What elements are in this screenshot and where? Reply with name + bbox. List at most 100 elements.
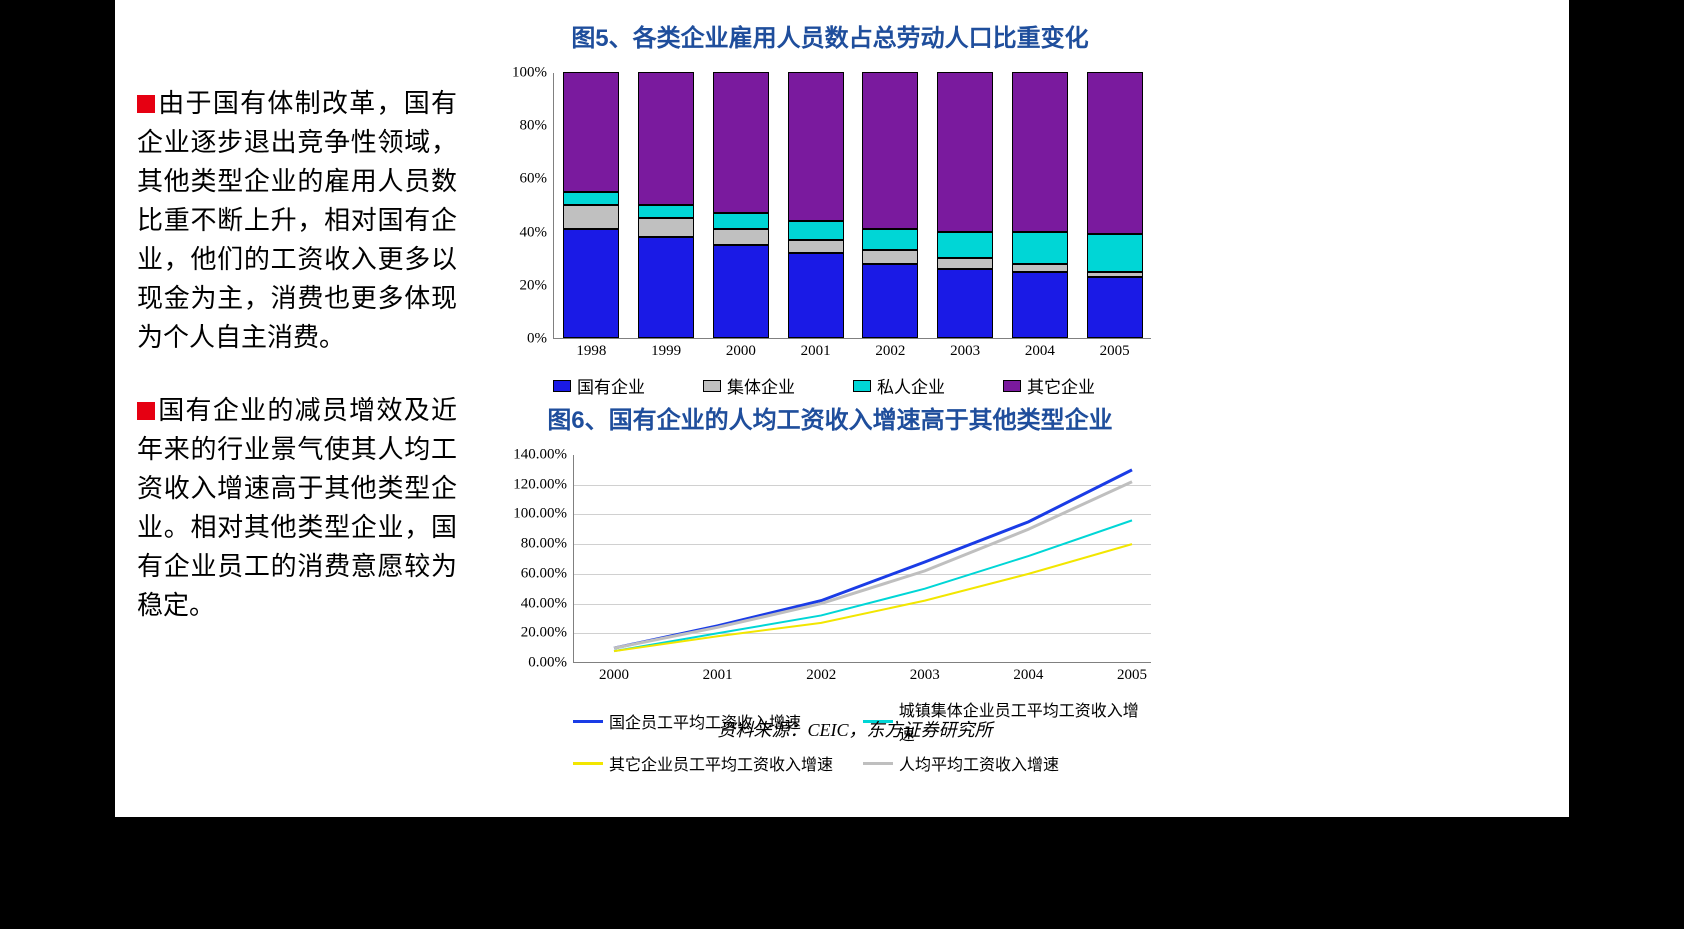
- chart5-segment: [937, 258, 993, 269]
- chart5-segment: [638, 237, 694, 338]
- chart5-xtick: 1999: [651, 343, 681, 360]
- chart5-xtick: 1998: [576, 343, 606, 360]
- chart5-segment: [862, 264, 918, 338]
- paragraph-2: 国有企业的减员增效及近年来的行业景气使其人均工资收入增速高于其他类型企业。相对其…: [137, 391, 457, 625]
- chart5-segment: [937, 269, 993, 338]
- paragraph-1-text: 由于国有体制改革，国有企业逐步退出竞争性领域，其他类型企业的雇用人员数比重不断上…: [137, 89, 457, 352]
- chart6-series-line: [614, 470, 1132, 648]
- legend-label: 集体企业: [727, 373, 795, 398]
- chart6-legend-item: 其它企业员工平均工资收入增速: [573, 751, 863, 775]
- chart6-xtick: 2005: [1117, 667, 1147, 684]
- chart5-bar: [937, 72, 993, 338]
- chart5-segment: [862, 72, 918, 229]
- legend-swatch: [853, 380, 871, 392]
- chart6-ytick: 0.00%: [485, 655, 567, 672]
- legend-label: 国有企业: [577, 373, 645, 398]
- legend-swatch: [1003, 380, 1021, 392]
- chart5-bar: [713, 72, 769, 338]
- chart5-segment: [862, 229, 918, 250]
- legend-label: 人均平均工资收入增速: [899, 751, 1059, 775]
- chart5-ytick: 100%: [485, 65, 547, 82]
- chart5-segment: [638, 72, 694, 205]
- chart6-ytick: 100.00%: [485, 506, 567, 523]
- chart5-bar: [563, 72, 619, 338]
- chart5-bar: [638, 72, 694, 338]
- chart5-segment: [563, 72, 619, 192]
- chart5-segment: [937, 232, 993, 259]
- chart6-title: 图6、国有企业的人均工资收入增速高于其他类型企业: [485, 400, 1175, 435]
- chart5-bar: [1087, 72, 1143, 338]
- chart5-legend: 国有企业 集体企业 私人企业 其它企业: [553, 373, 1153, 398]
- chart5-ytick: 60%: [485, 171, 547, 188]
- chart5-bar: [1012, 72, 1068, 338]
- chart6-xtick: 2004: [1013, 667, 1043, 684]
- chart5-ytick: 20%: [485, 277, 547, 294]
- legend-label: 其它企业员工平均工资收入增速: [609, 751, 833, 775]
- chart6-lines: [574, 455, 1152, 663]
- chart5-segment: [937, 72, 993, 232]
- chart5-legend-item: 私人企业: [853, 373, 1003, 398]
- chart5-legend-item: 国有企业: [553, 373, 703, 398]
- chart6-ytick: 60.00%: [485, 565, 567, 582]
- chart5-axis: 19981999200020012002200320042005: [553, 73, 1151, 339]
- chart5-segment: [788, 221, 844, 240]
- chart6-series-line: [614, 482, 1132, 648]
- legend-line-swatch: [863, 762, 893, 765]
- chart5-segment: [713, 245, 769, 338]
- chart6: 图6、国有企业的人均工资收入增速高于其他类型企业 200020012002200…: [485, 400, 1175, 687]
- chart5-segment: [563, 229, 619, 338]
- chart5: 图5、各类企业雇用人员数占总劳动人口比重变化 19981999200020012…: [485, 18, 1175, 353]
- chart5-ytick: 80%: [485, 118, 547, 135]
- chart6-ytick: 120.00%: [485, 476, 567, 493]
- chart6-plot: 200020012002200320042005 国企员工平均工资收入增速城镇集…: [485, 447, 1175, 687]
- chart5-xtick: 2005: [1100, 343, 1130, 360]
- chart6-ytick: 80.00%: [485, 536, 567, 553]
- chart5-segment: [1012, 72, 1068, 232]
- chart5-segment: [788, 72, 844, 221]
- bullet-icon: [137, 95, 155, 113]
- chart5-bar: [788, 72, 844, 338]
- chart5-segment: [1012, 264, 1068, 272]
- chart5-ytick: 0%: [485, 331, 547, 348]
- chart6-xtick: 2001: [703, 667, 733, 684]
- chart5-segment: [563, 192, 619, 205]
- chart5-segment: [1087, 72, 1143, 234]
- paragraph-1: 由于国有体制改革，国有企业逐步退出竞争性领域，其他类型企业的雇用人员数比重不断上…: [137, 84, 457, 357]
- chart6-legend-item: 人均平均工资收入增速: [863, 751, 1153, 775]
- paragraph-2-text: 国有企业的减员增效及近年来的行业景气使其人均工资收入增速高于其他类型企业。相对其…: [137, 396, 457, 620]
- chart6-xtick: 2000: [599, 667, 629, 684]
- chart5-segment: [788, 253, 844, 338]
- chart5-plot: 19981999200020012002200320042005 国有企业集体企…: [485, 63, 1175, 353]
- chart6-series-line: [614, 544, 1132, 651]
- chart5-segment: [788, 240, 844, 253]
- bullet-icon: [137, 402, 155, 420]
- chart5-xtick: 2000: [726, 343, 756, 360]
- slide: 由于国有体制改革，国有企业逐步退出竞争性领域，其他类型企业的雇用人员数比重不断上…: [115, 0, 1569, 817]
- chart6-ytick: 20.00%: [485, 625, 567, 642]
- chart5-legend-item: 集体企业: [703, 373, 853, 398]
- chart5-segment: [1087, 234, 1143, 271]
- chart6-xtick: 2002: [806, 667, 836, 684]
- chart5-segment: [1012, 232, 1068, 264]
- chart5-segment: [713, 229, 769, 245]
- source-note: 资料来源：CEIC，东方证券研究所: [535, 716, 1175, 742]
- chart5-segment: [1012, 272, 1068, 339]
- legend-label: 私人企业: [877, 373, 945, 398]
- left-text-column: 由于国有体制改革，国有企业逐步退出竞争性领域，其他类型企业的雇用人员数比重不断上…: [137, 84, 457, 659]
- chart5-xtick: 2004: [1025, 343, 1055, 360]
- chart6-axis: 200020012002200320042005: [573, 455, 1151, 663]
- chart5-segment: [713, 213, 769, 229]
- chart5-xtick: 2001: [801, 343, 831, 360]
- chart5-segment: [713, 72, 769, 213]
- legend-line-swatch: [573, 762, 603, 765]
- chart5-xtick: 2002: [875, 343, 905, 360]
- chart5-segment: [862, 250, 918, 263]
- chart5-bar: [862, 72, 918, 338]
- chart5-legend-item: 其它企业: [1003, 373, 1153, 398]
- chart5-xtick: 2003: [950, 343, 980, 360]
- chart6-ytick: 40.00%: [485, 595, 567, 612]
- legend-label: 其它企业: [1027, 373, 1095, 398]
- chart5-segment: [1087, 277, 1143, 338]
- legend-swatch: [553, 380, 571, 392]
- chart5-title: 图5、各类企业雇用人员数占总劳动人口比重变化: [485, 18, 1175, 53]
